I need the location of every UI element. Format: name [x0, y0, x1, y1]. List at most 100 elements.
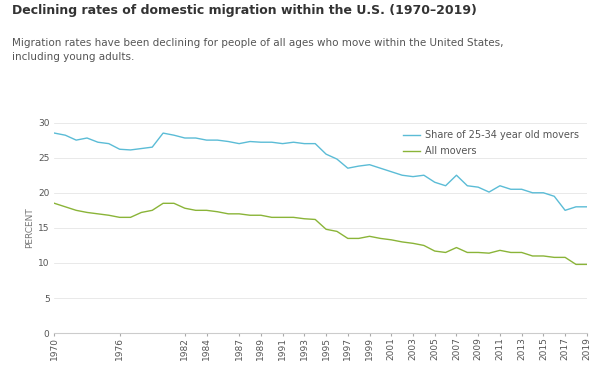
- All movers: [561, 255, 569, 260]
- Share of 25-34 year old movers: [290, 140, 297, 144]
- All movers: [463, 250, 471, 255]
- All movers: [149, 208, 156, 213]
- Share of 25-34 year old movers: [268, 140, 275, 144]
- Share of 25-34 year old movers: [279, 141, 286, 146]
- Share of 25-34 year old movers: [214, 138, 221, 142]
- Share of 25-34 year old movers: [344, 166, 352, 170]
- Share of 25-34 year old movers: [203, 138, 210, 142]
- All movers: [73, 208, 80, 213]
- Share of 25-34 year old movers: [182, 136, 189, 140]
- Share of 25-34 year old movers: [431, 180, 439, 185]
- Share of 25-34 year old movers: [496, 183, 503, 188]
- Share of 25-34 year old movers: [410, 174, 417, 179]
- Share of 25-34 year old movers: [463, 183, 471, 188]
- Share of 25-34 year old movers: [171, 133, 178, 137]
- All movers: [171, 201, 178, 206]
- Share of 25-34 year old movers: [355, 164, 362, 169]
- All movers: [529, 254, 536, 258]
- All movers: [182, 206, 189, 211]
- Share of 25-34 year old movers: [518, 187, 525, 192]
- All movers: [540, 254, 547, 258]
- Legend: Share of 25-34 year old movers, All movers: Share of 25-34 year old movers, All move…: [400, 128, 582, 159]
- Share of 25-34 year old movers: [312, 141, 319, 146]
- Share of 25-34 year old movers: [235, 141, 243, 146]
- Share of 25-34 year old movers: [507, 187, 514, 192]
- All movers: [355, 236, 362, 241]
- Share of 25-34 year old movers: [116, 147, 123, 152]
- All movers: [431, 249, 439, 254]
- Share of 25-34 year old movers: [333, 157, 341, 161]
- All movers: [583, 262, 590, 267]
- Share of 25-34 year old movers: [561, 208, 569, 213]
- All movers: [344, 236, 352, 241]
- Share of 25-34 year old movers: [127, 147, 134, 152]
- All movers: [214, 210, 221, 214]
- All movers: [301, 216, 308, 221]
- All movers: [83, 210, 91, 215]
- Share of 25-34 year old movers: [105, 141, 113, 146]
- Share of 25-34 year old movers: [420, 173, 428, 178]
- All movers: [377, 236, 384, 241]
- All movers: [116, 215, 123, 219]
- Share of 25-34 year old movers: [301, 141, 308, 146]
- All movers: [51, 201, 58, 206]
- All movers: [62, 205, 69, 209]
- All movers: [192, 208, 199, 213]
- Line: Share of 25-34 year old movers: Share of 25-34 year old movers: [54, 133, 587, 210]
- Share of 25-34 year old movers: [377, 166, 384, 170]
- All movers: [420, 243, 428, 248]
- All movers: [105, 213, 113, 218]
- Share of 25-34 year old movers: [224, 139, 232, 144]
- All movers: [485, 251, 492, 255]
- Share of 25-34 year old movers: [485, 190, 492, 195]
- All movers: [572, 262, 580, 267]
- All movers: [138, 210, 145, 215]
- Share of 25-34 year old movers: [572, 205, 580, 209]
- Y-axis label: PERCENT: PERCENT: [25, 208, 34, 248]
- All movers: [518, 250, 525, 255]
- All movers: [474, 250, 482, 255]
- Share of 25-34 year old movers: [388, 169, 395, 174]
- Share of 25-34 year old movers: [160, 131, 167, 136]
- Share of 25-34 year old movers: [540, 190, 547, 195]
- Share of 25-34 year old movers: [322, 152, 330, 156]
- Share of 25-34 year old movers: [94, 140, 102, 144]
- Line: All movers: All movers: [54, 203, 587, 264]
- All movers: [224, 211, 232, 216]
- Text: Declining rates of domestic migration within the U.S. (1970–2019): Declining rates of domestic migration wi…: [12, 4, 477, 17]
- All movers: [322, 227, 330, 232]
- All movers: [333, 229, 341, 234]
- Share of 25-34 year old movers: [51, 131, 58, 136]
- Text: Migration rates have been declining for people of all ages who move within the U: Migration rates have been declining for …: [12, 38, 503, 62]
- All movers: [388, 237, 395, 242]
- Share of 25-34 year old movers: [138, 146, 145, 151]
- Share of 25-34 year old movers: [62, 133, 69, 137]
- Share of 25-34 year old movers: [399, 173, 406, 178]
- All movers: [290, 215, 297, 219]
- Share of 25-34 year old movers: [257, 140, 264, 144]
- All movers: [410, 241, 417, 246]
- Share of 25-34 year old movers: [73, 138, 80, 142]
- All movers: [453, 245, 460, 250]
- Share of 25-34 year old movers: [474, 185, 482, 190]
- Share of 25-34 year old movers: [551, 194, 558, 199]
- Share of 25-34 year old movers: [583, 205, 590, 209]
- All movers: [312, 217, 319, 222]
- All movers: [399, 240, 406, 244]
- Share of 25-34 year old movers: [453, 173, 460, 178]
- Share of 25-34 year old movers: [366, 162, 373, 167]
- All movers: [246, 213, 253, 218]
- Share of 25-34 year old movers: [149, 145, 156, 149]
- All movers: [257, 213, 264, 218]
- Share of 25-34 year old movers: [192, 136, 199, 140]
- All movers: [496, 248, 503, 253]
- All movers: [235, 211, 243, 216]
- All movers: [127, 215, 134, 219]
- All movers: [279, 215, 286, 219]
- All movers: [203, 208, 210, 213]
- All movers: [442, 250, 450, 255]
- All movers: [507, 250, 514, 255]
- Share of 25-34 year old movers: [83, 136, 91, 140]
- Share of 25-34 year old movers: [529, 190, 536, 195]
- All movers: [551, 255, 558, 260]
